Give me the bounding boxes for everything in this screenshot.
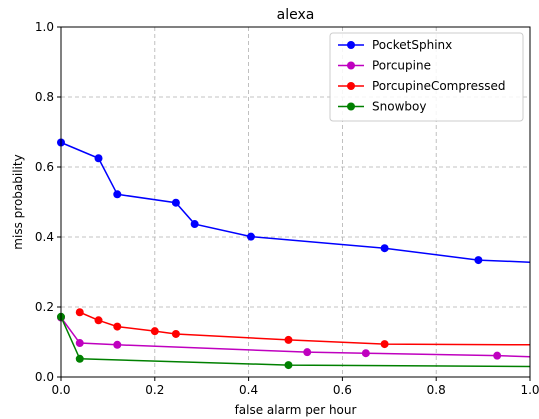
data-point <box>113 190 122 199</box>
data-point <box>361 349 370 358</box>
y-tick-label: 0.6 <box>35 160 54 174</box>
x-tick-label: 0.8 <box>427 383 446 397</box>
legend-item: PocketSphinx <box>338 38 452 52</box>
legend-marker <box>347 82 355 90</box>
data-point <box>75 354 84 363</box>
plot-frame <box>60 26 531 378</box>
data-point <box>75 339 84 348</box>
data-point <box>113 322 122 331</box>
data-point <box>380 244 389 253</box>
series-line <box>60 316 531 368</box>
y-tick-label: 0.0 <box>35 370 54 384</box>
data-point <box>171 329 180 338</box>
y-tick-label: 0.2 <box>35 300 54 314</box>
data-point <box>94 154 103 163</box>
x-tick-label: 0.6 <box>333 383 352 397</box>
data-point <box>190 220 199 229</box>
y-tick-label: 0.8 <box>35 90 54 104</box>
legend-label: Porcupine <box>372 59 431 73</box>
legend-marker <box>347 41 355 49</box>
data-point <box>113 340 122 349</box>
y-axis-title: miss probability <box>11 154 25 249</box>
chart-title: alexa <box>277 7 315 23</box>
legend-item: PorcupineCompressed <box>338 79 506 93</box>
data-point <box>474 256 483 265</box>
legend-label: PocketSphinx <box>372 38 452 52</box>
data-point <box>303 348 312 357</box>
legend-item: Snowboy <box>338 100 426 114</box>
legend-label: PorcupineCompressed <box>372 79 506 93</box>
x-tick-label: 0.2 <box>145 383 164 397</box>
legend-marker <box>347 102 355 111</box>
data-point <box>171 198 180 207</box>
data-point <box>150 327 159 336</box>
series-layer <box>57 138 531 370</box>
legend-box <box>329 32 524 122</box>
series-porcupinecompressed <box>75 308 531 349</box>
x-tick-label: 0.4 <box>239 383 258 397</box>
legend: PocketSphinx Porcupine PorcupineCompressed… <box>329 32 524 122</box>
x-tick-label: 0.0 <box>51 383 70 397</box>
x-tick-label: 1.0 <box>520 383 539 397</box>
series-pocketsphinx <box>57 138 531 265</box>
data-point <box>380 340 389 349</box>
legend-item: Porcupine <box>338 59 431 73</box>
y-tick-label: 0.4 <box>35 230 54 244</box>
data-point <box>246 232 255 241</box>
data-point <box>493 351 502 360</box>
data-point <box>284 361 293 370</box>
data-point <box>75 308 84 317</box>
y-tick-label: 1.0 <box>35 20 54 34</box>
data-point <box>284 335 293 344</box>
x-axis-title: false alarm per hour <box>235 403 357 417</box>
ticks: 0.0 0.2 0.4 0.6 0.8 1.0 0.0 0.2 0.4 0.6 0.8 1.0 <box>35 20 539 397</box>
series-snowboy <box>57 312 531 370</box>
data-point <box>94 316 103 325</box>
legend-label: Snowboy <box>372 100 426 114</box>
legend-marker <box>347 61 355 70</box>
